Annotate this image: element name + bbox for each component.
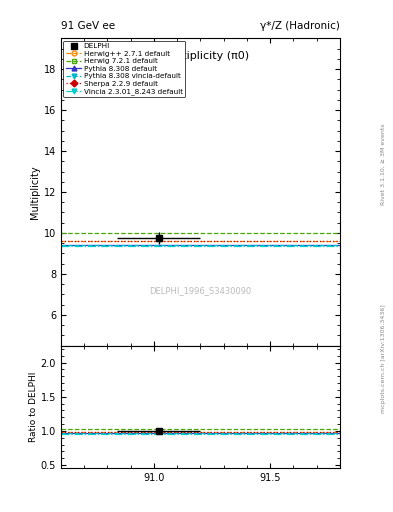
Legend: DELPHI, Herwig++ 2.7.1 default, Herwig 7.2.1 default, Pythia 8.308 default, Pyth: DELPHI, Herwig++ 2.7.1 default, Herwig 7… xyxy=(63,40,185,97)
Y-axis label: Multiplicity: Multiplicity xyxy=(29,165,40,219)
Text: γ*/Z (Hadronic): γ*/Z (Hadronic) xyxy=(260,20,340,31)
Text: Rivet 3.1.10, ≥ 3M events: Rivet 3.1.10, ≥ 3M events xyxy=(381,123,386,205)
Y-axis label: Ratio to DELPHI: Ratio to DELPHI xyxy=(29,372,38,442)
Text: π multiplicity (π0): π multiplicity (π0) xyxy=(151,51,250,61)
Text: mcplots.cern.ch [arXiv:1306.3436]: mcplots.cern.ch [arXiv:1306.3436] xyxy=(381,304,386,413)
Text: DELPHI_1996_S3430090: DELPHI_1996_S3430090 xyxy=(149,286,252,295)
Text: 91 GeV ee: 91 GeV ee xyxy=(61,20,115,31)
